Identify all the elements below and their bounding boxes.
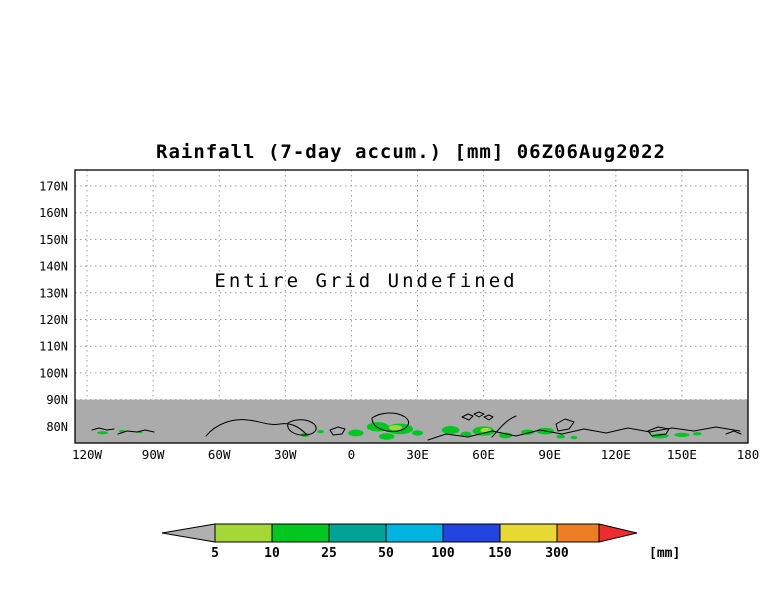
x-tick-label: 180	[737, 447, 760, 462]
coastline-path	[427, 426, 741, 441]
colorbar-level-label: 10	[264, 546, 280, 561]
colorbar-segment	[499, 523, 558, 543]
defined-data-band	[75, 399, 748, 443]
x-tick-label: 60W	[208, 447, 231, 462]
y-tick-label: 150N	[39, 233, 68, 247]
colorbar-segment	[385, 523, 444, 543]
rain-patch	[674, 432, 690, 437]
coastline-path	[329, 426, 346, 436]
rain-patch	[460, 431, 472, 437]
y-tick-label: 130N	[39, 286, 68, 300]
colorbar-segment	[271, 523, 330, 543]
coastlines	[91, 411, 742, 441]
rain-patch	[378, 433, 395, 440]
chart-title: Rainfall (7-day accum.) [mm] 06Z06Aug202…	[156, 141, 666, 163]
colorbar-unit-label: [mm]	[649, 546, 680, 561]
y-axis-labels: 170N 160N 150N 140N 130N 120N 110N 100N 90N 80N	[39, 180, 68, 434]
rain-patch	[499, 432, 513, 439]
x-tick-label: 0	[348, 447, 356, 462]
colorbar-level-label: 5	[211, 546, 219, 561]
coastline-path	[647, 426, 670, 437]
coastline-path	[491, 415, 517, 438]
colorbar-level-label: 50	[378, 546, 394, 561]
rain-patch	[411, 430, 424, 436]
y-tick-label: 100N	[39, 366, 68, 380]
rain-patch	[441, 426, 460, 435]
y-tick-label: 110N	[39, 340, 68, 354]
colorbar-segment	[214, 523, 273, 543]
x-tick-label: 120W	[72, 447, 103, 462]
y-tick-label: 90N	[46, 393, 68, 407]
x-tick-label: 30E	[406, 447, 429, 462]
coastline-path	[287, 419, 317, 436]
x-tick-label: 90W	[142, 447, 165, 462]
plot-frame	[74, 169, 749, 444]
y-tick-label: 80N	[46, 420, 68, 434]
x-tick-label: 30W	[274, 447, 297, 462]
colorbar-right-arrow	[598, 523, 638, 543]
rain-patch	[366, 422, 389, 432]
colorbar-segment	[442, 523, 501, 543]
coastline-path	[205, 419, 307, 437]
colorbar: 5 10 25 50 100 150 300	[161, 523, 638, 561]
colorbar-segment	[328, 523, 387, 543]
rain-patch	[388, 424, 403, 431]
coastline-path	[555, 418, 575, 432]
coastline-path	[461, 413, 474, 421]
colorbar-level-label: 300	[545, 546, 569, 561]
rain-patch	[570, 435, 578, 440]
y-tick-label: 170N	[39, 180, 68, 194]
coastline-path	[91, 427, 115, 431]
rain-patch	[348, 429, 364, 437]
colorbar-level-label: 150	[488, 546, 512, 561]
x-tick-label: 150E	[667, 447, 697, 462]
coastline-path	[725, 430, 742, 435]
x-tick-label: 120E	[601, 447, 631, 462]
x-axis-labels: 120W 90W 60W 30W 0 30E 60E 90E 120E 150E 180	[72, 447, 759, 462]
plot-area: Entire Grid Undefined	[74, 169, 749, 444]
rain-patch	[317, 430, 324, 434]
colorbar-level-label: 100	[431, 546, 455, 561]
rain-patch	[96, 431, 108, 435]
y-tick-label: 120N	[39, 313, 68, 327]
x-tick-label: 90E	[538, 447, 561, 462]
coastline-path	[117, 429, 155, 435]
rain-patch	[556, 434, 566, 439]
colorbar-segment-above	[556, 523, 600, 543]
rain-patch	[692, 432, 702, 436]
y-tick-label: 140N	[39, 260, 68, 274]
colorbar-left-arrow	[161, 523, 216, 543]
coastline-path	[371, 412, 409, 432]
y-tick-label: 160N	[39, 206, 68, 220]
coastline-path	[483, 414, 494, 421]
coastline-path	[473, 411, 485, 418]
x-tick-label: 60E	[472, 447, 495, 462]
colorbar-level-label: 25	[321, 546, 337, 561]
undefined-annotation: Entire Grid Undefined	[214, 270, 517, 292]
